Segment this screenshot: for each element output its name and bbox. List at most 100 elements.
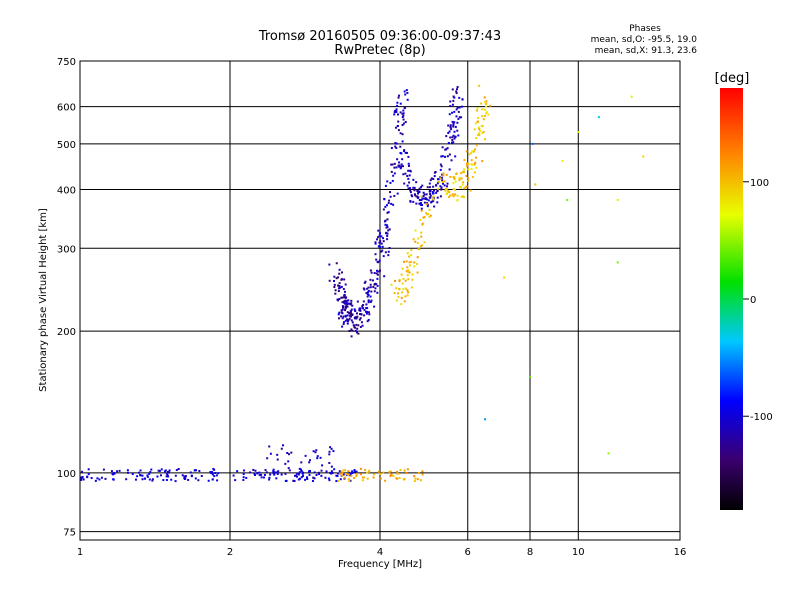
scatter-point (362, 287, 365, 290)
scatter-point (415, 202, 418, 205)
scatter-point (413, 189, 416, 192)
scatter-point (141, 478, 144, 481)
scatter-point (407, 187, 410, 190)
scatter-point (416, 195, 419, 198)
scatter-point (284, 472, 287, 475)
scatter-point (330, 447, 333, 450)
scatter-point (407, 269, 410, 272)
scatter-point (392, 203, 395, 206)
scatter-point (470, 151, 473, 154)
scatter-point (402, 260, 405, 263)
scatter-point (421, 222, 424, 225)
scatter-point (387, 250, 390, 253)
scatter-point (146, 475, 149, 478)
scatter-point (444, 148, 447, 151)
scatter-point (316, 455, 319, 458)
scatter-point (378, 245, 381, 248)
scatter-point (369, 278, 372, 281)
scatter-point (395, 142, 398, 145)
scatter-point (367, 290, 370, 293)
scatter-point (412, 178, 415, 181)
scatter-point (402, 150, 405, 153)
scatter-point (410, 249, 413, 252)
scatter-point (413, 265, 416, 268)
scatter-point (373, 272, 376, 275)
scatter-point (393, 111, 396, 114)
scatter-point (478, 127, 481, 130)
scatter-point (420, 199, 423, 202)
scatter-point (451, 111, 454, 114)
scatter-point (346, 473, 349, 476)
scatter-point (386, 211, 389, 214)
scatter-point (476, 120, 479, 123)
scatter-point (116, 470, 119, 473)
scatter-point (455, 115, 458, 118)
scatter-point (444, 155, 447, 158)
scatter-point (187, 478, 190, 481)
scatter-point (287, 460, 290, 463)
scatter-point (448, 130, 451, 133)
scatter-point (209, 471, 212, 474)
scatter-point (366, 320, 369, 323)
scatter-point (349, 472, 352, 475)
scatter-point (393, 172, 396, 175)
scatter-point (156, 475, 159, 478)
scatter-point (177, 468, 180, 471)
scatter-point (280, 447, 283, 450)
scatter-point (413, 261, 416, 264)
scatter-point (475, 144, 478, 147)
stats-heading: Phases (629, 24, 661, 34)
scatter-point (440, 188, 443, 191)
scatter-point (335, 277, 338, 280)
scatter-point (151, 478, 154, 481)
scatter-point (466, 165, 469, 168)
scatter-point (422, 216, 425, 219)
scatter-point (343, 293, 346, 296)
scatter-point (408, 255, 411, 258)
scatter-point (420, 204, 423, 207)
scatter-point (469, 189, 472, 192)
scatter-point (405, 89, 408, 92)
scatter-point (125, 478, 128, 481)
scatter-point (412, 238, 415, 241)
colorbar-ticks: 100 0 -100 (743, 178, 773, 423)
scatter-point (359, 473, 362, 476)
scatter-point (393, 292, 396, 295)
scatter-point (377, 229, 380, 232)
scatter-point (447, 141, 450, 144)
scatter-point (420, 202, 423, 205)
scatter-point (234, 479, 237, 482)
scatter-point (342, 288, 345, 291)
scatter-point (481, 108, 484, 111)
chart-subtitle: RwPretec (8p) (334, 43, 425, 58)
scatter-point (298, 467, 301, 470)
scatter-point (427, 199, 430, 202)
scatter-point (110, 470, 113, 473)
scatter-point (417, 192, 420, 195)
scatter-point (264, 469, 267, 472)
scatter-point (358, 308, 361, 311)
scatter-point (465, 150, 468, 153)
scatter-point (381, 245, 384, 248)
scatter-point (369, 295, 372, 298)
scatter-point (298, 471, 301, 474)
scatter-point (354, 309, 357, 312)
scatter-point (328, 263, 331, 266)
scatter-point (335, 480, 338, 483)
scatter-point (314, 451, 317, 454)
scatter-point (168, 469, 171, 472)
scatter-point (414, 477, 417, 480)
scatter-point (351, 470, 354, 473)
scatter-point (426, 203, 429, 206)
scatter-point (482, 130, 485, 133)
scatter-point (357, 332, 360, 335)
scatter-point (265, 471, 268, 474)
scatter-point (423, 193, 426, 196)
scatter-point (414, 240, 417, 243)
scatter-point (401, 267, 404, 270)
scatter-point (367, 311, 370, 314)
colorbar (720, 88, 743, 510)
scatter-point (386, 224, 389, 227)
scatter-point (474, 122, 477, 125)
scatter-point (350, 319, 353, 322)
